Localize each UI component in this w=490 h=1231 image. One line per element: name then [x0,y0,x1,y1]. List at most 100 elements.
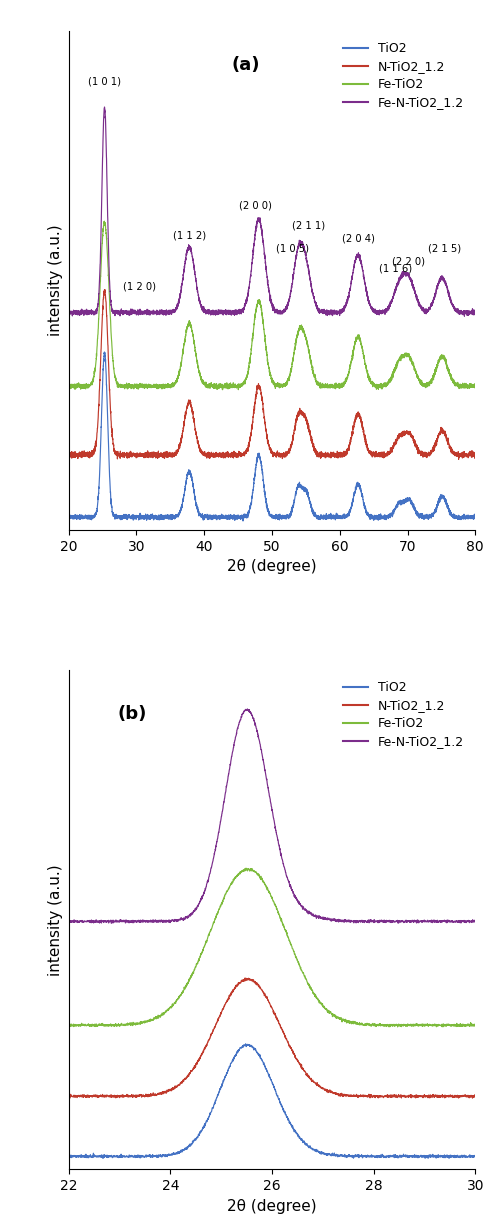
Fe-N-TiO2_1.2 [472,913,478,928]
N-TiO2_1.2 [253,975,259,990]
Fe-N-TiO2_1.2 [264,772,270,787]
TiO2 [243,1037,248,1051]
Fe-N-TiO2_1.2 [86,915,92,929]
Fe-N-TiO2_1.2 [101,100,107,114]
N-TiO2_1.2 [456,452,462,467]
Fe-TiO2 [243,860,249,875]
Line: N-TiO2_1.2: N-TiO2_1.2 [69,979,475,1098]
Y-axis label: intensity (a.u.): intensity (a.u.) [48,864,63,975]
Fe-N-TiO2_1.2 [259,223,265,238]
Fe-TiO2 [461,1018,467,1033]
Fe-TiO2 [461,1018,466,1033]
N-TiO2_1.2 [386,1088,392,1103]
TiO2 [253,1044,259,1059]
TiO2 [66,507,72,522]
N-TiO2_1.2 [259,391,265,406]
TiO2 [237,510,243,524]
N-TiO2_1.2 [472,447,478,462]
Text: (1 2 0): (1 2 0) [123,281,156,291]
Text: (a): (a) [231,55,260,74]
N-TiO2_1.2 [361,428,367,443]
TiO2 [101,345,107,359]
Line: Fe-TiO2: Fe-TiO2 [69,222,475,390]
TiO2 [472,1149,478,1163]
Line: Fe-TiO2: Fe-TiO2 [69,868,475,1027]
TiO2 [86,1149,92,1163]
Fe-TiO2 [259,305,265,320]
Fe-TiO2 [361,351,367,366]
TiO2 [259,462,265,476]
TiO2 [472,512,478,527]
TiO2 [66,1150,72,1165]
N-TiO2_1.2 [87,1089,93,1104]
Line: N-TiO2_1.2: N-TiO2_1.2 [69,289,475,459]
TiO2 [386,1150,392,1165]
Line: Fe-N-TiO2_1.2: Fe-N-TiO2_1.2 [69,107,475,316]
Fe-TiO2 [101,214,107,229]
Fe-TiO2 [220,383,225,398]
TiO2 [361,497,367,512]
Text: (1 0 5): (1 0 5) [276,244,309,254]
TiO2 [264,1064,270,1078]
Text: (2 0 4): (2 0 4) [342,234,374,244]
Line: TiO2: TiO2 [69,1044,475,1158]
N-TiO2_1.2 [440,422,445,437]
Fe-N-TiO2_1.2 [66,913,72,928]
Text: (1 0 1): (1 0 1) [88,76,121,86]
Fe-N-TiO2_1.2 [253,719,259,734]
Fe-TiO2 [66,1018,72,1033]
Fe-N-TiO2_1.2 [66,305,72,320]
N-TiO2_1.2 [102,282,108,297]
N-TiO2_1.2 [237,446,243,460]
Fe-N-TiO2_1.2 [460,305,466,320]
TiO2 [240,513,246,528]
N-TiO2_1.2 [460,447,466,462]
Text: (2 0 0): (2 0 0) [239,201,272,211]
Line: TiO2: TiO2 [69,352,475,521]
Fe-TiO2 [386,1018,392,1033]
Fe-N-TiO2_1.2 [240,302,246,316]
Fe-TiO2 [264,880,270,895]
Fe-N-TiO2_1.2 [361,270,367,284]
Text: (2 1 1): (2 1 1) [292,220,325,230]
N-TiO2_1.2 [67,1091,73,1105]
Fe-TiO2 [460,379,466,394]
N-TiO2_1.2 [264,988,270,1003]
Text: (1 1 2): (1 1 2) [172,230,206,240]
Fe-N-TiO2_1.2 [237,305,243,320]
Legend: TiO2, N-TiO2_1.2, Fe-TiO2, Fe-N-TiO2_1.2: TiO2, N-TiO2_1.2, Fe-TiO2, Fe-N-TiO2_1.2 [338,37,469,114]
X-axis label: 2θ (degree): 2θ (degree) [227,559,317,575]
TiO2 [461,1149,466,1163]
TiO2 [461,1149,467,1163]
Fe-TiO2 [237,380,243,395]
N-TiO2_1.2 [66,1088,72,1103]
Fe-N-TiO2_1.2 [440,272,445,287]
Fe-N-TiO2_1.2 [462,309,467,324]
Fe-N-TiO2_1.2 [386,913,392,928]
Text: (1 1 6): (1 1 6) [379,263,413,273]
Fe-TiO2 [440,348,446,363]
Y-axis label: intensity (a.u.): intensity (a.u.) [48,225,63,336]
X-axis label: 2θ (degree): 2θ (degree) [227,1199,317,1214]
TiO2 [100,1151,106,1166]
Fe-N-TiO2_1.2 [245,702,250,716]
N-TiO2_1.2 [240,446,246,460]
N-TiO2_1.2 [66,448,72,463]
TiO2 [460,508,466,523]
TiO2 [440,489,446,503]
Fe-TiO2 [86,1019,92,1034]
Line: Fe-N-TiO2_1.2: Fe-N-TiO2_1.2 [69,709,475,923]
TiO2 [240,510,246,524]
Fe-N-TiO2_1.2 [108,916,114,931]
N-TiO2_1.2 [243,971,249,986]
Fe-N-TiO2_1.2 [461,913,466,928]
Fe-TiO2 [472,380,478,395]
Fe-TiO2 [66,379,72,394]
Text: (2 1 5): (2 1 5) [428,244,461,254]
N-TiO2_1.2 [472,1088,478,1103]
Fe-N-TiO2_1.2 [461,915,467,929]
Fe-TiO2 [472,1018,478,1033]
Legend: TiO2, N-TiO2_1.2, Fe-TiO2, Fe-N-TiO2_1.2: TiO2, N-TiO2_1.2, Fe-TiO2, Fe-N-TiO2_1.2 [338,676,469,753]
Fe-TiO2 [394,1019,400,1034]
Fe-TiO2 [253,865,259,880]
